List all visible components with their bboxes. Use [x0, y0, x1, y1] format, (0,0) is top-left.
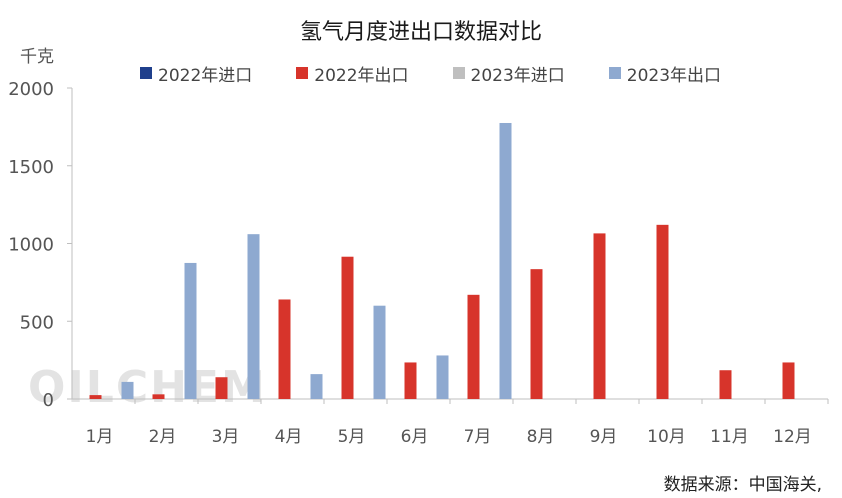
y-tick-label: 500	[20, 312, 54, 333]
bar-3	[247, 234, 260, 399]
bar-1	[89, 395, 102, 399]
legend-item-1: 2022年出口	[296, 61, 409, 86]
bar-3	[373, 305, 386, 399]
bar-1	[782, 362, 795, 399]
x-tick-label: 7月	[464, 427, 492, 447]
bar-1	[656, 224, 669, 399]
x-tick-label: 8月	[527, 427, 555, 447]
bar-1	[278, 299, 291, 399]
x-tick-label: 4月	[275, 427, 303, 447]
bar-1	[215, 377, 228, 399]
chart-title: 氢气月度进出口数据对比	[299, 20, 542, 45]
x-tick-label: 3月	[212, 427, 240, 447]
y-tick-label: 0	[43, 390, 54, 411]
legend-swatch	[296, 67, 309, 79]
x-tick-label: 2月	[149, 427, 177, 447]
legend-label: 2022年进口	[158, 65, 253, 86]
legend-swatch	[608, 67, 621, 79]
bar-3	[436, 355, 449, 399]
legend-item-2: 2023年进口	[452, 61, 565, 86]
x-tick-label: 1月	[86, 427, 114, 447]
legend-item-3: 2023年出口	[608, 61, 722, 86]
legend-swatch	[140, 67, 152, 79]
x-tick-label: 9月	[590, 427, 618, 447]
bar-1	[593, 233, 606, 399]
y-tick-label: 2000	[8, 79, 54, 100]
bar-1	[341, 256, 354, 399]
y-tick-label: 1500	[8, 157, 54, 178]
legend-swatch	[452, 67, 465, 79]
y-tick-label: 1000	[8, 235, 54, 256]
bar-3	[499, 122, 512, 400]
bar-3	[121, 381, 134, 399]
source-note: 数据来源：中国海关,	[663, 475, 822, 495]
x-tick-label: 12月	[773, 427, 812, 447]
x-tick-label: 6月	[401, 427, 429, 447]
x-tick-label: 11月	[710, 427, 749, 447]
bar-1	[404, 362, 417, 399]
legend-label: 2023年进口	[470, 65, 565, 86]
legend-label: 2022年出口	[314, 65, 409, 86]
legend: 2022年进口 2022年出口 2023年进口 2023年出口	[140, 61, 765, 86]
bar-1	[530, 269, 543, 399]
bar-3	[310, 374, 323, 399]
x-tick-label: 5月	[338, 427, 366, 447]
x-tick-label: 10月	[647, 427, 686, 447]
bar-1	[152, 394, 165, 399]
bar-1	[467, 294, 480, 399]
legend-item-0: 2022年进口	[140, 61, 252, 86]
legend-label: 2023年出口	[626, 65, 722, 86]
bar-1	[719, 370, 732, 399]
bar-3	[184, 262, 197, 399]
y-axis-unit: 千克	[20, 47, 54, 67]
